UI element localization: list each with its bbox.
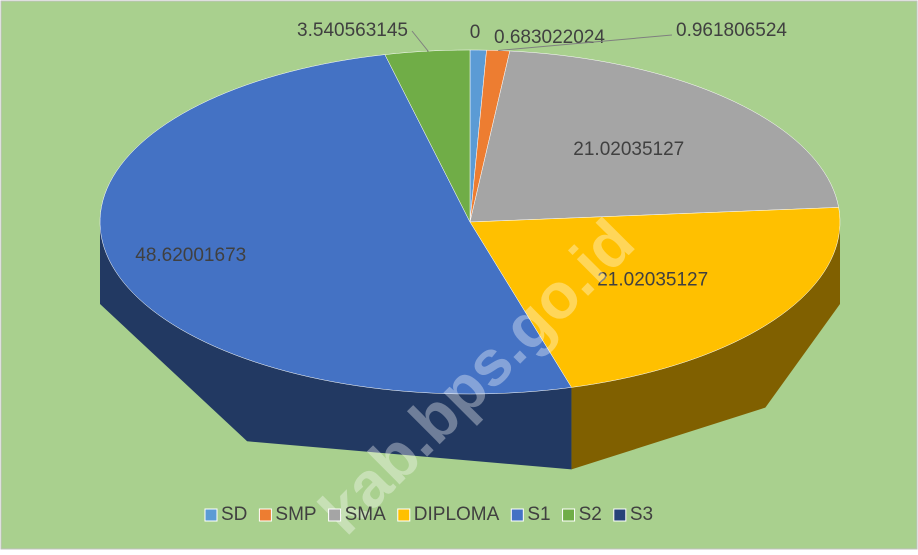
slice (469, 207, 841, 388)
data-label: 48.62001673 (135, 245, 246, 266)
leader-line (411, 30, 429, 52)
legend-swatch (397, 508, 411, 522)
slice-side (100, 222, 572, 470)
data-label: 21.02035127 (573, 139, 684, 160)
legend-swatch (562, 508, 576, 522)
legend-swatch (328, 508, 342, 522)
slice (99, 54, 572, 395)
legend-swatch (613, 508, 627, 522)
legend: SD SMP SMA DIPLOMA S1 S2 S3 (204, 504, 653, 525)
legend-swatch (204, 508, 218, 522)
legend-swatch (510, 508, 524, 522)
legend-swatch (258, 508, 272, 522)
data-label: 0.683022024 (494, 27, 605, 48)
slice-side (571, 222, 840, 470)
slice (469, 50, 839, 223)
legend-label: S3 (630, 504, 653, 525)
legend-label: SMP (275, 504, 316, 525)
data-label: 0.961806524 (676, 20, 787, 41)
data-label: 0 (470, 22, 481, 43)
legend-label: S2 (579, 504, 602, 525)
data-label: 3.540563145 (297, 20, 408, 41)
legend-label: DIPLOMA (414, 504, 500, 525)
legend-label: SMA (345, 504, 387, 525)
leader-line (498, 34, 673, 51)
data-label: 21.02035127 (597, 270, 708, 291)
legend-label: SD (221, 504, 247, 525)
legend-label: S1 (527, 504, 550, 525)
